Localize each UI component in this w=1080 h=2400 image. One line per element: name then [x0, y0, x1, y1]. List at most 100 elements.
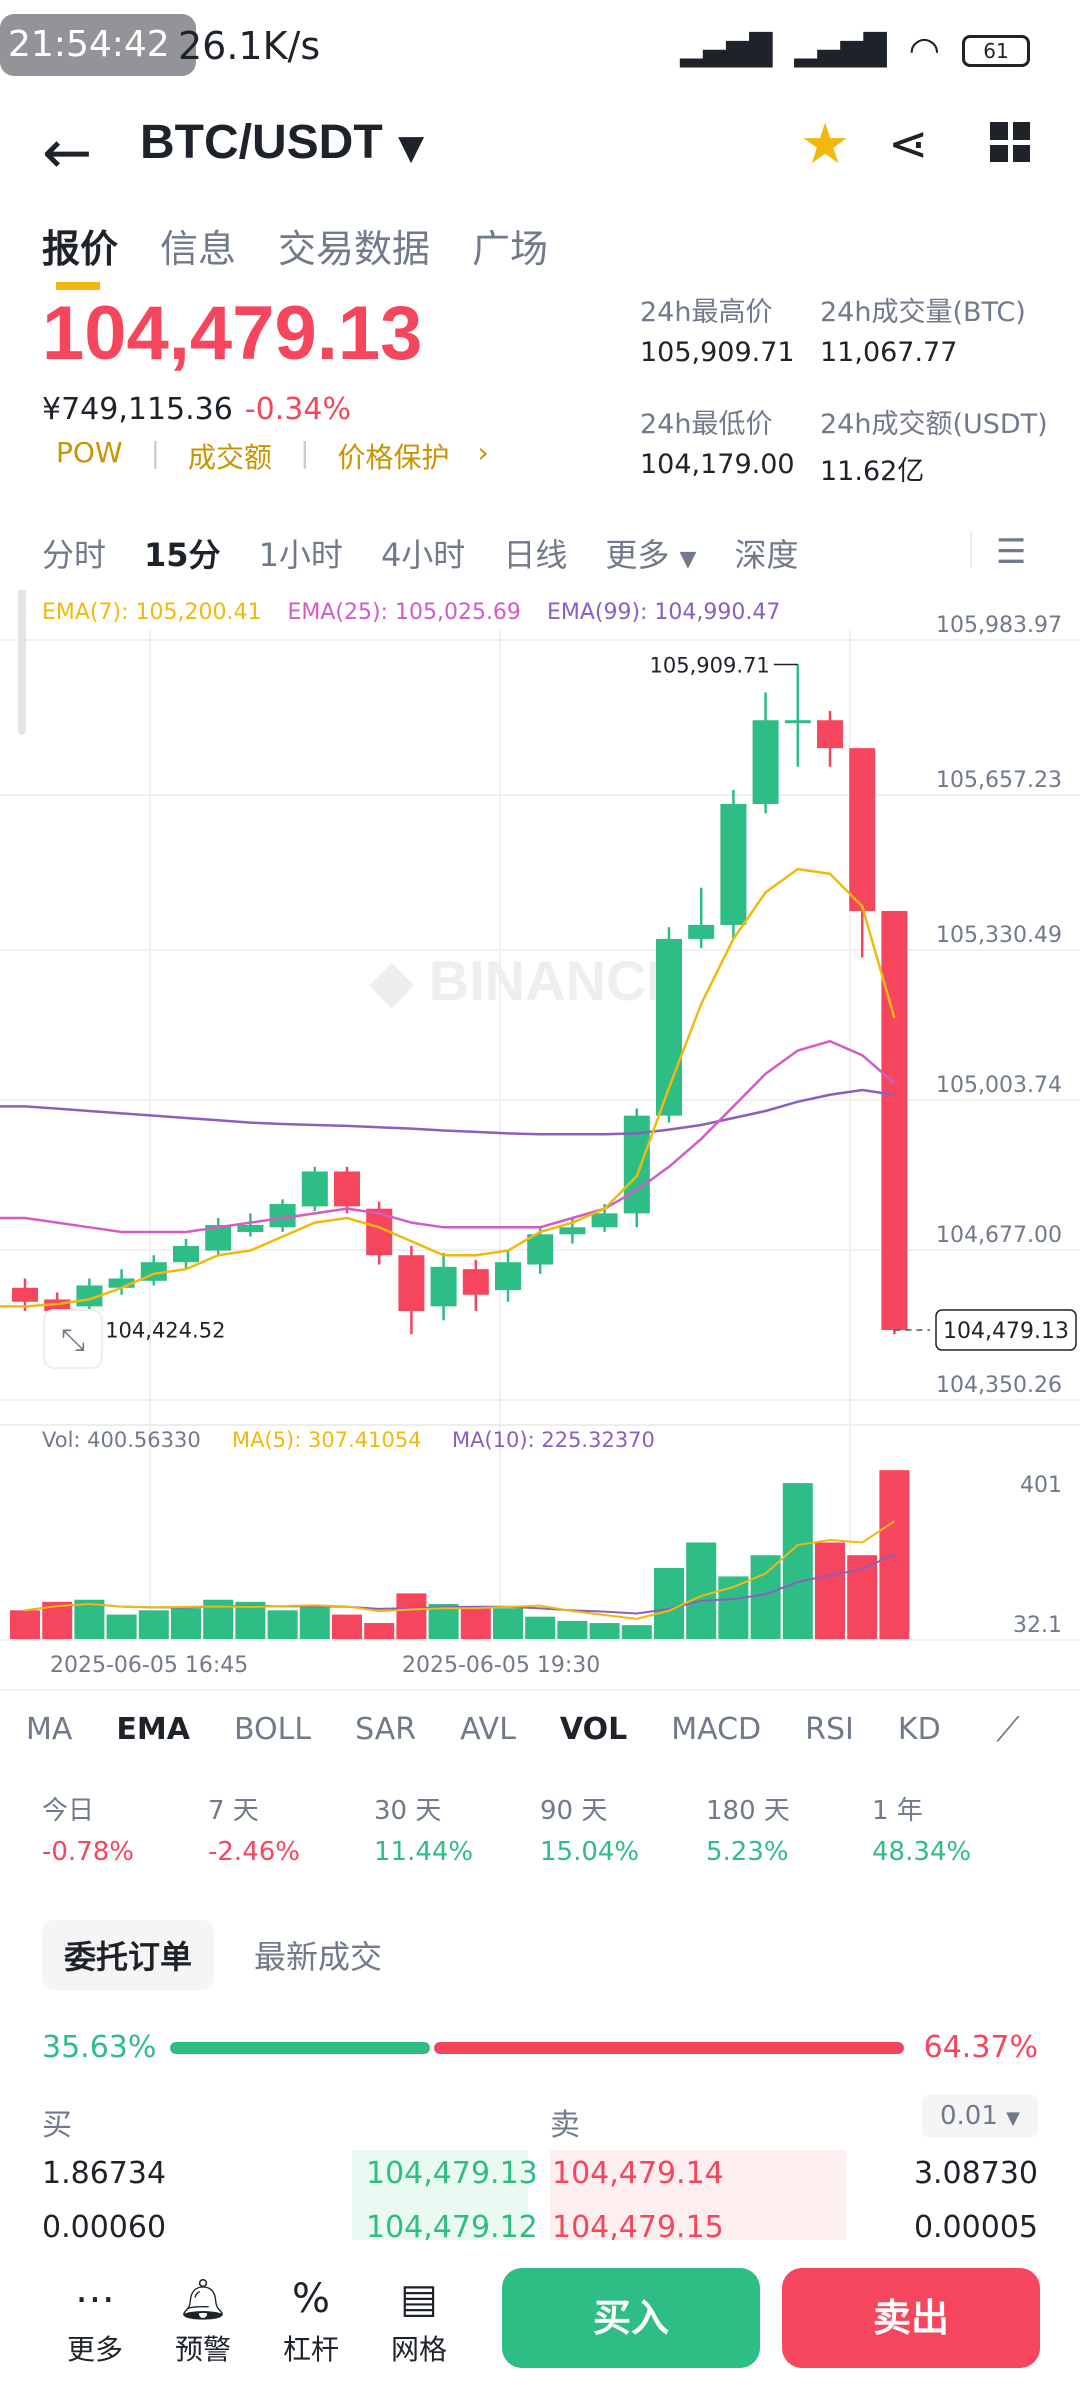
- sell-depth-bar: [550, 2150, 846, 2204]
- volume-bar: [267, 1610, 298, 1640]
- tf-1d[interactable]: 日线: [503, 536, 568, 574]
- low-label: 24h最低价: [640, 409, 773, 440]
- candle-body: [817, 720, 843, 749]
- volume-bar: [782, 1483, 813, 1640]
- candle-body: [108, 1278, 135, 1288]
- perf-label: 今日: [42, 1796, 95, 1826]
- buy-price: 104,479.12: [366, 2210, 538, 2245]
- tab-quote[interactable]: 报价: [42, 218, 118, 290]
- x-axis-label: 2025-06-05 16:45: [50, 1653, 248, 1678]
- volume-bar: [460, 1606, 491, 1640]
- ind-sar[interactable]: SAR: [355, 1712, 417, 1747]
- top-tabs: 报价 信息 交易数据 广场: [42, 218, 549, 290]
- back-arrow-icon[interactable]: ←: [42, 118, 93, 188]
- volume-bar: [621, 1625, 652, 1640]
- volume-bar: [589, 1623, 620, 1640]
- perf-1y: 1 年 48.34%: [872, 1790, 1038, 1867]
- ind-avl[interactable]: AVL: [460, 1712, 516, 1747]
- ema7-line: [0, 867, 896, 1308]
- y-axis-label: 105,003.74: [936, 1073, 1062, 1098]
- perf-label: 7 天: [208, 1796, 259, 1826]
- buy-header: 买: [42, 2108, 72, 2143]
- buy-sell-ratio: 35.63% 64.37%: [42, 2030, 1038, 2070]
- tag-pow[interactable]: POW: [56, 436, 123, 469]
- tab-trade-data[interactable]: 交易数据: [278, 227, 431, 271]
- ind-ma[interactable]: MA: [26, 1712, 73, 1747]
- turnover-value: 11.62亿: [820, 456, 925, 487]
- tab-square[interactable]: 广场: [472, 227, 549, 271]
- ind-kd[interactable]: KD: [897, 1712, 941, 1747]
- volume-bar: [428, 1603, 459, 1640]
- ind-ema[interactable]: EMA: [116, 1712, 190, 1747]
- indicator-chart-icon[interactable]: ⟋: [996, 1710, 1020, 1750]
- perf-value: 11.44%: [374, 1837, 474, 1867]
- tf-4h[interactable]: 4小时: [380, 536, 466, 574]
- sell-button[interactable]: 卖出: [782, 2268, 1040, 2368]
- candle-body: [688, 924, 715, 939]
- ind-boll[interactable]: BOLL: [233, 1712, 312, 1747]
- chart-settings-icon[interactable]: ☰: [996, 532, 1027, 572]
- percent-icon: %: [291, 2276, 330, 2322]
- volume-bar: [654, 1567, 684, 1640]
- tag-turnover[interactable]: 成交额: [188, 441, 273, 474]
- perf-value: -0.78%: [42, 1837, 134, 1867]
- perf-90d: 90 天 15.04%: [540, 1790, 706, 1867]
- kline-chart[interactable]: ◆ BINANCE 105,983.97 105,657.23 105,330.49 1…: [0, 590, 1080, 1700]
- tab-recent-trades[interactable]: 最新成交: [254, 1938, 383, 1976]
- candle-body: [301, 1171, 328, 1207]
- bell-icon: 🔔︎: [177, 2277, 229, 2323]
- divider: [970, 530, 972, 568]
- grid-menu-icon[interactable]: [990, 122, 1030, 162]
- caret-down-icon: ▼: [1006, 2108, 1020, 2129]
- perf-value: 48.34%: [872, 1837, 972, 1867]
- chevron-down-icon[interactable]: ▼: [398, 128, 425, 168]
- vol-ma5-legend: MA(5): 307.41054: [232, 1428, 422, 1452]
- candle-body: [495, 1262, 521, 1291]
- nav-more[interactable]: ⋯ 更多: [50, 2276, 140, 2368]
- tf-1h[interactable]: 1小时: [258, 536, 343, 574]
- tf-depth[interactable]: 深度: [734, 536, 799, 574]
- chevron-right-icon[interactable]: ›: [477, 436, 489, 469]
- pair-title[interactable]: BTC/USDT: [140, 116, 383, 169]
- high-value: 105,909.71: [640, 337, 795, 368]
- candle-body: [784, 720, 811, 724]
- ema99-label: EMA(99): 104,990.47: [546, 600, 781, 625]
- status-bar: 21:54:42 26.1K/s ▂▄▆█ ▂▄▆█ ◠ 61: [0, 0, 1080, 100]
- timeframe-bar: 分时 15分 1小时 4小时 日线 更多 ▼ 深度: [42, 530, 798, 576]
- signal-icon-2: ▂▄▆█: [794, 33, 887, 68]
- buy-qty: 1.86734: [42, 2156, 167, 2191]
- buy-button[interactable]: 买入: [502, 2268, 760, 2368]
- sell-price: 104,479.14: [552, 2156, 724, 2191]
- low-marker-label: 104,424.52: [105, 1319, 225, 1343]
- ema-legend: EMA(7): 105,200.41 EMA(25): 105,025.69 E…: [42, 600, 780, 625]
- nav-alert[interactable]: 🔔︎ 预警: [158, 2276, 248, 2368]
- nav-grid[interactable]: ▤ 网格: [374, 2276, 464, 2368]
- share-icon[interactable]: ⋖: [888, 116, 929, 172]
- buy-price: 104,479.13: [366, 2156, 538, 2191]
- ema25-line: [0, 1039, 896, 1234]
- tag-price-protect[interactable]: 价格保护: [337, 441, 450, 474]
- ticker-tags: POW | 成交额 | 价格保护 ›: [56, 436, 489, 474]
- tab-order-book[interactable]: 委托订单: [42, 1920, 215, 1990]
- y-axis-label: 105,983.97: [936, 613, 1062, 638]
- cny-price: ¥749,115.36 -0.34%: [42, 392, 351, 427]
- favorite-star-icon[interactable]: ★: [800, 112, 851, 177]
- perf-today: 今日 -0.78%: [42, 1790, 208, 1867]
- ind-rsi[interactable]: RSI: [805, 1712, 854, 1747]
- volume-bar: [557, 1620, 588, 1640]
- precision-select[interactable]: 0.01 ▼: [922, 2094, 1038, 2138]
- y-axis-label: 104,350.26: [936, 1373, 1062, 1398]
- ind-macd[interactable]: MACD: [671, 1712, 762, 1747]
- orderbook-row[interactable]: 1.86734 104,479.13 104,479.14 3.08730: [0, 2150, 1080, 2204]
- ind-vol[interactable]: VOL: [559, 1712, 628, 1747]
- tf-15m[interactable]: 15分: [144, 536, 221, 574]
- tab-info[interactable]: 信息: [160, 227, 237, 271]
- tf-line[interactable]: 分时: [42, 536, 107, 574]
- candle-body: [12, 1287, 38, 1302]
- sell-price: 104,479.15: [552, 2210, 724, 2245]
- candle-body: [752, 720, 779, 804]
- vol-label: 24h成交量(BTC): [820, 297, 1026, 328]
- nav-margin[interactable]: % 杠杆: [266, 2276, 356, 2368]
- tf-more[interactable]: 更多 ▼: [605, 530, 696, 576]
- perf-label: 1 年: [872, 1796, 923, 1826]
